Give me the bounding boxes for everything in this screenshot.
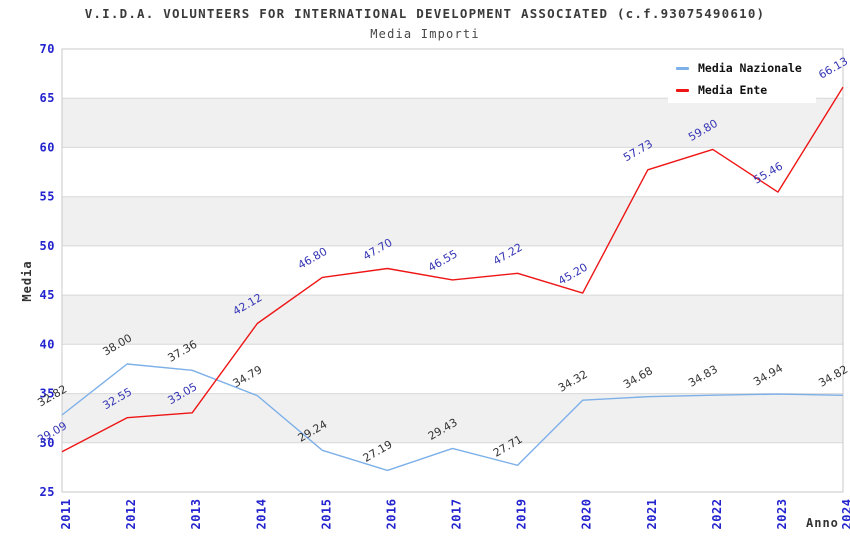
data-label-media-ente: 66.13 <box>816 55 850 82</box>
legend-label-media-ente: Media Ente <box>698 83 768 97</box>
chart-title: V.I.D.A. VOLUNTEERS FOR INTERNATIONAL DE… <box>84 6 766 21</box>
data-label-media-ente: 46.55 <box>426 247 460 274</box>
legend-swatch-media-nazionale <box>676 66 689 70</box>
x-axis-tick-label: 2019 <box>515 499 529 530</box>
y-axis-tick-label: 70 <box>40 42 55 56</box>
series-line-media-ente <box>61 86 844 453</box>
legend-label-media-nazionale: Media Nazionale <box>698 61 802 75</box>
x-axis-tick-label: 2014 <box>254 499 268 530</box>
x-axis-tick-label: 2011 <box>59 499 73 530</box>
series-line-media-nazionale <box>61 363 844 472</box>
y-axis-tick-label: 25 <box>40 485 55 499</box>
data-label-media-ente: 55.46 <box>751 160 785 187</box>
data-label-media-nazionale: 34.32 <box>556 368 590 395</box>
x-axis-tick-label: 2022 <box>710 499 724 530</box>
x-axis-label: Anno <box>806 516 839 530</box>
x-axis-tick-label: 2013 <box>189 499 203 530</box>
chart-subtitle: Media Importi <box>370 27 480 41</box>
plot-band <box>62 196 843 246</box>
plot-band <box>62 295 843 345</box>
y-axis-tick-label: 30 <box>40 436 55 450</box>
y-axis-tick-label: 55 <box>40 190 55 204</box>
legend-item-media-nazionale: Media Nazionale <box>676 61 816 75</box>
y-axis-tick-label: 50 <box>40 239 55 253</box>
y-axis-tick-label: 35 <box>40 387 55 401</box>
x-axis-tick-label: 2020 <box>580 499 594 530</box>
data-label-media-nazionale: 34.83 <box>686 363 720 390</box>
x-axis-tick-label: 2021 <box>645 499 659 530</box>
data-label-media-ente: 45.20 <box>556 261 590 288</box>
plot-border <box>61 48 844 493</box>
x-axis-tick-label: 2015 <box>319 499 333 530</box>
x-axis-tick-label: 2016 <box>384 499 398 530</box>
y-axis-tick-label: 65 <box>40 91 55 105</box>
x-axis-tick-label: 2023 <box>775 499 789 530</box>
legend: Media Nazionale Media Ente <box>668 55 816 103</box>
legend-item-media-ente: Media Ente <box>676 83 816 97</box>
legend-swatch-media-ente <box>676 88 689 92</box>
data-label-media-nazionale: 34.68 <box>621 364 655 391</box>
data-label-media-nazionale: 34.82 <box>816 363 850 390</box>
plot-band <box>62 393 843 443</box>
data-label-media-nazionale: 34.79 <box>231 363 265 390</box>
plot-band <box>62 98 843 148</box>
data-label-media-ente: 46.80 <box>296 245 330 272</box>
x-axis-tick-label: 2012 <box>124 499 138 530</box>
y-axis-tick-label: 45 <box>40 288 55 302</box>
x-axis-tick-label: 2017 <box>450 499 464 530</box>
y-axis-tick-label: 40 <box>40 337 55 351</box>
data-label-media-nazionale: 34.94 <box>751 362 785 389</box>
x-axis-tick-label: 2024 <box>840 499 850 530</box>
y-axis-tick-label: 60 <box>40 140 55 154</box>
